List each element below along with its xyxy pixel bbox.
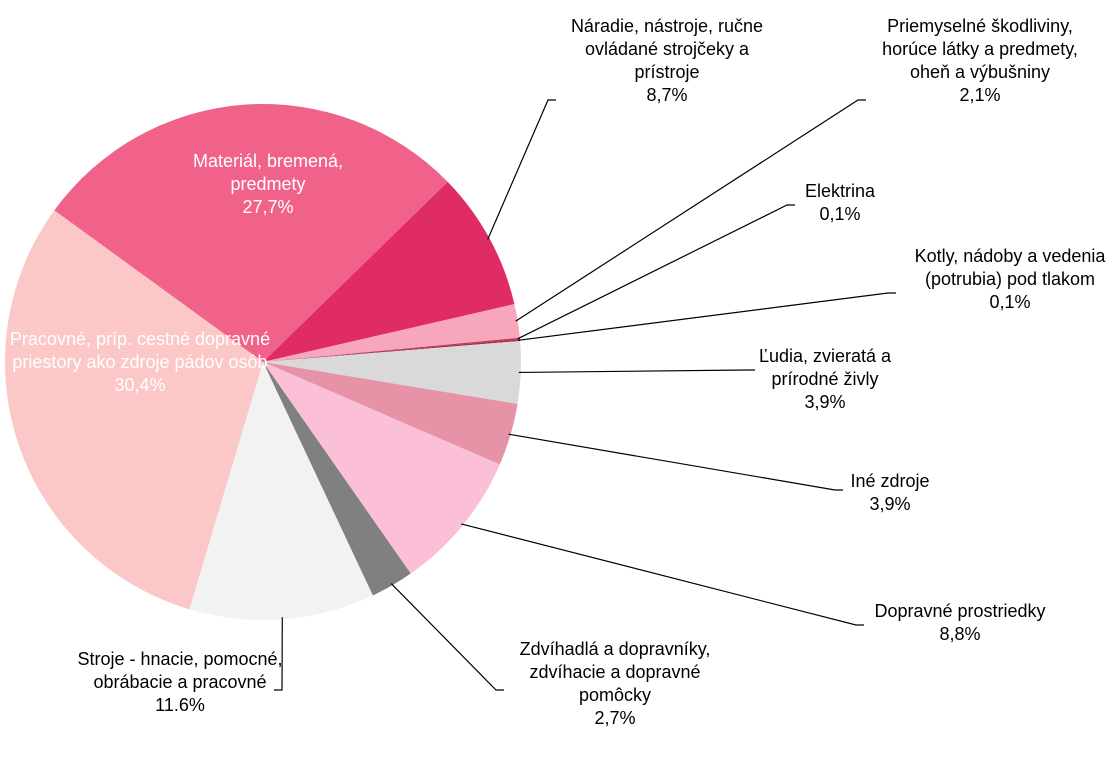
category-label: Pracovné, príp. cestné dopravné priestor… — [9, 329, 271, 372]
leader-line — [487, 99, 556, 240]
leader-line — [515, 99, 866, 322]
value-label: 3,9% — [869, 494, 911, 514]
leader-line — [518, 292, 896, 341]
pie-slice — [263, 340, 521, 404]
leader-line — [518, 369, 755, 374]
category-label: Ľudia, zvieratá a prírodné živly — [758, 346, 892, 389]
slice-label: Stroje - hnacie, pomocné, obrábacie a pr… — [65, 648, 295, 717]
leader-line — [508, 433, 843, 491]
category-label: Náradie, nástroje, ručne ovládané strojč… — [570, 16, 764, 82]
category-label: Iné zdroje — [850, 471, 930, 491]
value-label: 30,4% — [114, 375, 166, 395]
category-label: Stroje - hnacie, pomocné, obrábacie a pr… — [77, 649, 283, 692]
value-label: 2,7% — [594, 708, 636, 728]
pie-slice — [189, 362, 373, 620]
slice-label: Iné zdroje 3,9% — [830, 470, 950, 516]
value-label: 27,7% — [242, 197, 294, 217]
slice-label: Zdvíhadlá a dopravníky, zdvíhacie a dopr… — [495, 638, 735, 730]
pie-slice — [4, 210, 264, 610]
value-label: 8,8% — [939, 624, 981, 644]
pie-slice — [54, 104, 448, 362]
leader-line — [274, 617, 283, 691]
leader-line — [517, 204, 795, 340]
value-label: 11.6% — [155, 695, 205, 715]
slice-label: Dopravné prostriedky 8,8% — [850, 600, 1070, 646]
slice-label: Kotly, nádoby a vedenia (potrubia) pod t… — [895, 245, 1117, 314]
value-label: 0,1% — [819, 204, 861, 224]
category-label: Kotly, nádoby a vedenia (potrubia) pod t… — [914, 246, 1106, 289]
value-label: 2,1% — [959, 85, 1001, 105]
pie-slice — [263, 339, 521, 362]
pie-slice — [263, 337, 521, 362]
value-label: 8,7% — [646, 85, 688, 105]
category-label: Dopravné prostriedky — [874, 601, 1046, 621]
slice-label: Náradie, nástroje, ručne ovládané strojč… — [557, 15, 777, 107]
category-label: Zdvíhadlá a dopravníky, zdvíhacie a dopr… — [519, 639, 711, 705]
pie-slice — [263, 181, 515, 362]
pie-slice — [263, 362, 411, 596]
pie-slice — [263, 362, 500, 574]
slice-label: Ľudia, zvieratá a prírodné živly 3,9% — [740, 345, 910, 414]
pie-slice — [263, 304, 520, 362]
slice-label: Priemyselné škodliviny, horúce látky a p… — [875, 15, 1085, 107]
slice-label: Materiál, bremená, predmety 27,7% — [163, 150, 373, 219]
slice-label: Elektrina 0,1% — [780, 180, 900, 226]
value-label: 0,1% — [989, 292, 1031, 312]
leader-line — [390, 583, 504, 691]
leader-line — [461, 523, 864, 626]
category-label: Materiál, bremená, predmety — [192, 151, 344, 194]
pie-slice — [263, 362, 518, 465]
category-label: Priemyselné škodliviny, horúce látky a p… — [882, 16, 1078, 82]
category-label: Elektrina — [804, 181, 876, 201]
value-label: 3,9% — [804, 392, 846, 412]
slice-label: Pracovné, príp. cestné dopravné priestor… — [8, 328, 273, 397]
